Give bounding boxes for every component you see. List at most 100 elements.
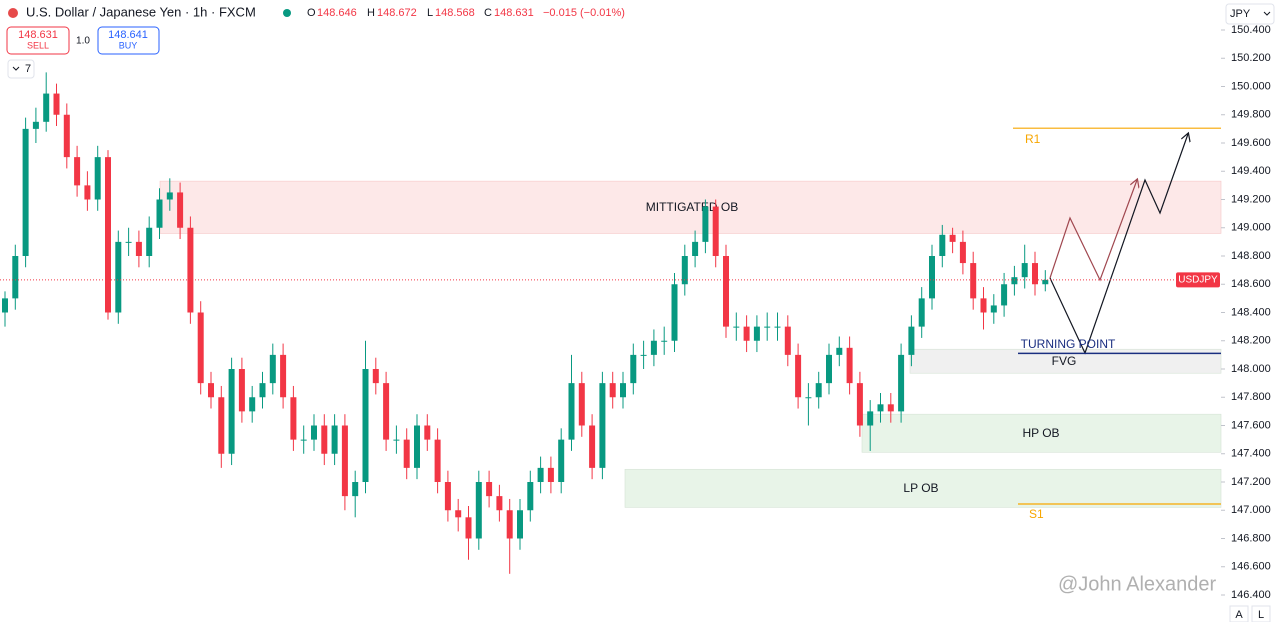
candle-body: [908, 326, 915, 355]
ohlc-label: C: [484, 7, 492, 19]
candle-body: [949, 234, 956, 242]
candle-body: [341, 425, 348, 497]
candle-body: [486, 482, 493, 497]
candle-body: [753, 326, 760, 341]
currency: JPY: [1230, 8, 1251, 20]
candle-body: [836, 347, 843, 355]
candle-body: [115, 241, 122, 313]
candle-body: [929, 256, 935, 299]
projection-path: [1049, 134, 1188, 355]
candle-body: [352, 482, 359, 497]
zone: [624, 468, 1222, 508]
candle-body: [331, 425, 338, 454]
candle-body: [259, 383, 266, 398]
candle-body: [764, 326, 771, 328]
candle-body: [43, 93, 50, 122]
buy-label: BUY: [119, 40, 138, 50]
candle-body: [32, 121, 39, 129]
candle-body: [990, 305, 997, 313]
y-tick-label: 147.400: [1231, 448, 1271, 460]
candle-body: [1011, 277, 1018, 285]
candle-body: [362, 369, 369, 482]
candle-body: [465, 517, 472, 539]
candle-body: [280, 354, 287, 398]
status-dot: [283, 9, 291, 17]
candle-body: [393, 439, 400, 441]
projection-path: [1049, 180, 1137, 282]
candle-body: [455, 510, 462, 518]
y-tick-label: 147.000: [1231, 504, 1271, 516]
candle-body: [1001, 284, 1008, 306]
candle-body: [723, 256, 729, 327]
chevron: [12, 66, 20, 71]
chart-title: U.S. Dollar / Japanese Yen · 1h · FXCM: [26, 4, 256, 19]
y-tick-label: 149.200: [1231, 193, 1271, 205]
candle-body: [918, 298, 925, 327]
ohlc-change: −0.015 (−0.01%): [543, 7, 625, 19]
candle-body: [135, 241, 142, 256]
candle-body: [527, 482, 534, 511]
sell-label: SELL: [27, 40, 49, 50]
candle-body: [733, 326, 740, 328]
y-tick-label: 149.600: [1231, 137, 1271, 149]
candle-body: [877, 404, 884, 412]
candle-body: [599, 383, 606, 468]
candle-body: [784, 326, 791, 355]
candle-body: [105, 157, 111, 313]
candle-body: [702, 206, 709, 242]
y-tick-label: 146.400: [1231, 589, 1271, 601]
zone-label: HP OB: [1022, 426, 1059, 440]
auto-scale: A: [1235, 609, 1243, 621]
candle-body: [414, 425, 420, 468]
sell-button[interactable]: [6, 26, 70, 55]
candle-body: [867, 411, 874, 426]
y-tick-label: 148.400: [1231, 306, 1271, 318]
ohlc-label: L: [427, 7, 433, 19]
candle-body: [63, 114, 70, 158]
log-scale: L: [1258, 609, 1264, 621]
candle-body: [661, 340, 668, 342]
candle-body: [630, 354, 637, 384]
candle-body: [980, 298, 987, 313]
candle-body: [269, 354, 276, 384]
y-tick-label: 146.800: [1231, 532, 1271, 544]
level-label: S1: [1029, 507, 1044, 521]
symbol-tag: [1176, 272, 1220, 288]
y-tick-label: 150.200: [1231, 52, 1271, 64]
currency-button[interactable]: [1225, 3, 1275, 25]
candle-body: [517, 510, 523, 539]
ohlc-label: O: [307, 7, 316, 19]
y-tick-label: 149.400: [1231, 165, 1271, 177]
candle-body: [383, 383, 390, 440]
y-tick-label: 149.800: [1231, 109, 1271, 121]
candle-body: [434, 439, 441, 482]
indicators-toggle[interactable]: [7, 59, 35, 79]
candle-body: [74, 157, 81, 186]
candle-body: [939, 234, 946, 256]
candle-body: [1021, 263, 1028, 278]
watermark: @John Alexander: [1058, 573, 1217, 595]
sell-price: 148.631: [18, 29, 58, 41]
candle-body: [166, 192, 173, 200]
auto-scale-button[interactable]: [1229, 605, 1249, 622]
candle-body: [177, 192, 184, 228]
candle-body: [228, 369, 235, 454]
y-tick-label: 150.000: [1231, 80, 1271, 92]
candle-body: [815, 383, 822, 398]
candle-body: [311, 425, 317, 440]
y-tick-label: 149.000: [1231, 222, 1271, 234]
log-scale-button[interactable]: [1251, 605, 1271, 622]
candle-body: [537, 467, 544, 482]
projection: [1049, 134, 1188, 355]
y-tick-label: 150.400: [1231, 24, 1271, 36]
buy-button[interactable]: [97, 26, 160, 55]
candle-body: [1032, 263, 1038, 285]
candle-body: [887, 404, 894, 412]
candle-body: [53, 93, 60, 115]
candle-body: [424, 425, 431, 440]
zone-label: MITTIGATED OB: [646, 200, 738, 214]
candle-body: [372, 369, 379, 384]
symbol-logo: [8, 8, 18, 18]
zone: [159, 180, 1222, 234]
